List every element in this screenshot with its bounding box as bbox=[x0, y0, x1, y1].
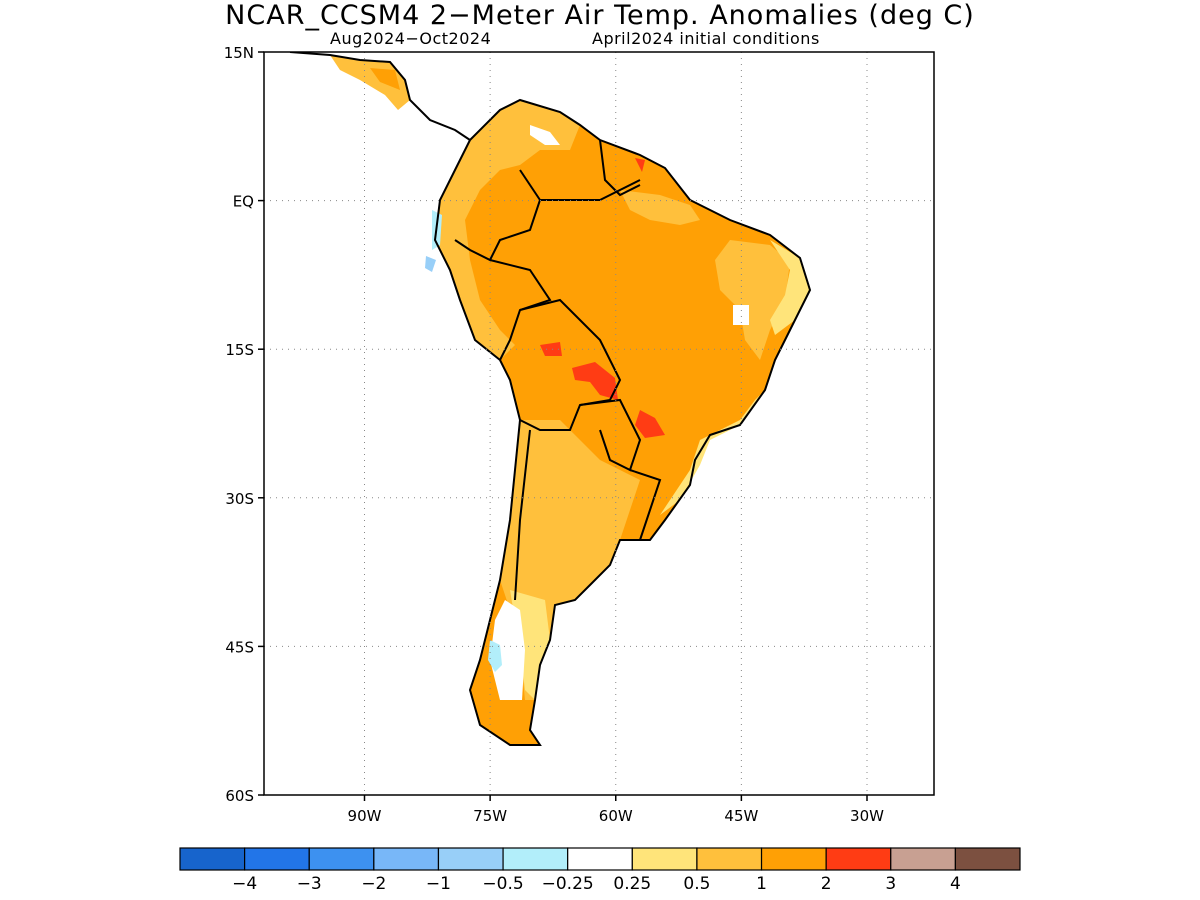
anomaly-band-0.5-1-east bbox=[715, 240, 790, 360]
initial-conditions: April2024 initial conditions bbox=[592, 29, 820, 48]
lat-tick-label: 60S bbox=[225, 787, 254, 805]
colorbar-swatch bbox=[760, 847, 827, 871]
anomaly-band-0.25-0.5-east bbox=[770, 240, 810, 335]
colorbar: −4 −3 −2 −1 −0.5 −0.25 0.25 0.5 1 2 3 4 bbox=[179, 847, 1021, 894]
colorbar-label: 1 bbox=[756, 874, 767, 894]
lon-tick-label: 45W bbox=[724, 807, 758, 825]
gridlines bbox=[264, 52, 934, 795]
anomaly-band-0.5-1-north bbox=[620, 190, 700, 225]
central-america-fill bbox=[330, 55, 410, 110]
lon-tick-label: 75W bbox=[473, 807, 507, 825]
lon-tick-label: 60W bbox=[599, 807, 633, 825]
anomaly-band-near-zero-patagonia bbox=[490, 600, 525, 700]
forecast-period: Aug2024−Oct2024 bbox=[330, 29, 492, 48]
coastlines bbox=[289, 52, 812, 746]
anomaly-hot-patch-3 bbox=[635, 410, 665, 438]
colorbar-swatch bbox=[696, 847, 763, 871]
colorbar-swatch bbox=[567, 847, 633, 871]
anomaly-band-0.25-0.5-southeast bbox=[660, 390, 765, 515]
colorbar-label: 2 bbox=[821, 874, 832, 894]
lat-tick-label: EQ bbox=[233, 193, 254, 211]
map-frame bbox=[263, 51, 935, 796]
lon-tick-label: 30W bbox=[850, 807, 884, 825]
colorbar-swatch bbox=[179, 847, 246, 871]
anomaly-band-cool-chile bbox=[488, 640, 502, 672]
colorbar-swatch bbox=[437, 847, 504, 871]
central-america-patch bbox=[370, 68, 400, 90]
colorbar-swatch bbox=[244, 847, 310, 871]
colorbar-label: 0.5 bbox=[683, 874, 710, 894]
map-title: NCAR_CCSM4 2−Meter Air Temp. Anomalies (… bbox=[225, 0, 975, 31]
anomaly-fields bbox=[330, 55, 810, 745]
anomaly-hot-patch-4 bbox=[635, 158, 645, 172]
colorbar-label: −2 bbox=[361, 874, 386, 894]
colorbar-swatch bbox=[631, 847, 698, 871]
lat-tick-label: 45S bbox=[225, 638, 254, 656]
anomaly-hot-patch-2 bbox=[572, 362, 618, 400]
colorbar-label: −0.25 bbox=[542, 874, 594, 894]
colorbar-label: 0.25 bbox=[613, 874, 651, 894]
anomaly-near-zero-patch-brazil bbox=[733, 305, 749, 325]
lat-tick-label: 15N bbox=[224, 44, 254, 62]
anomaly-hot-patch-1 bbox=[540, 342, 562, 356]
lon-tick-label: 90W bbox=[348, 807, 382, 825]
colorbar-label: 4 bbox=[950, 874, 961, 894]
colorbar-swatch bbox=[308, 847, 375, 871]
colorbar-swatch bbox=[825, 847, 892, 871]
anomaly-near-zero-patch-venezuela bbox=[530, 125, 560, 145]
lat-tick-label: 30S bbox=[225, 490, 254, 508]
colorbar-label: −3 bbox=[297, 874, 322, 894]
colorbar-swatch bbox=[890, 847, 956, 871]
longitude-axis: 90W 75W 60W 45W 30W bbox=[348, 795, 884, 825]
anomaly-band-0.5-1-west bbox=[435, 100, 580, 360]
colorbar-label: 3 bbox=[885, 874, 896, 894]
colorbar-label: −0.5 bbox=[482, 874, 523, 894]
lat-tick-label: 15S bbox=[225, 341, 254, 359]
colorbar-label: −1 bbox=[426, 874, 451, 894]
colorbar-label: −4 bbox=[232, 874, 257, 894]
colorbar-swatch bbox=[954, 847, 1021, 871]
anomaly-band-cool-peru bbox=[425, 256, 436, 272]
latitude-axis: 15N EQ 15S 30S 45S 60S bbox=[224, 44, 264, 805]
colorbar-swatch bbox=[373, 847, 440, 871]
colorbar-swatch bbox=[502, 847, 569, 871]
